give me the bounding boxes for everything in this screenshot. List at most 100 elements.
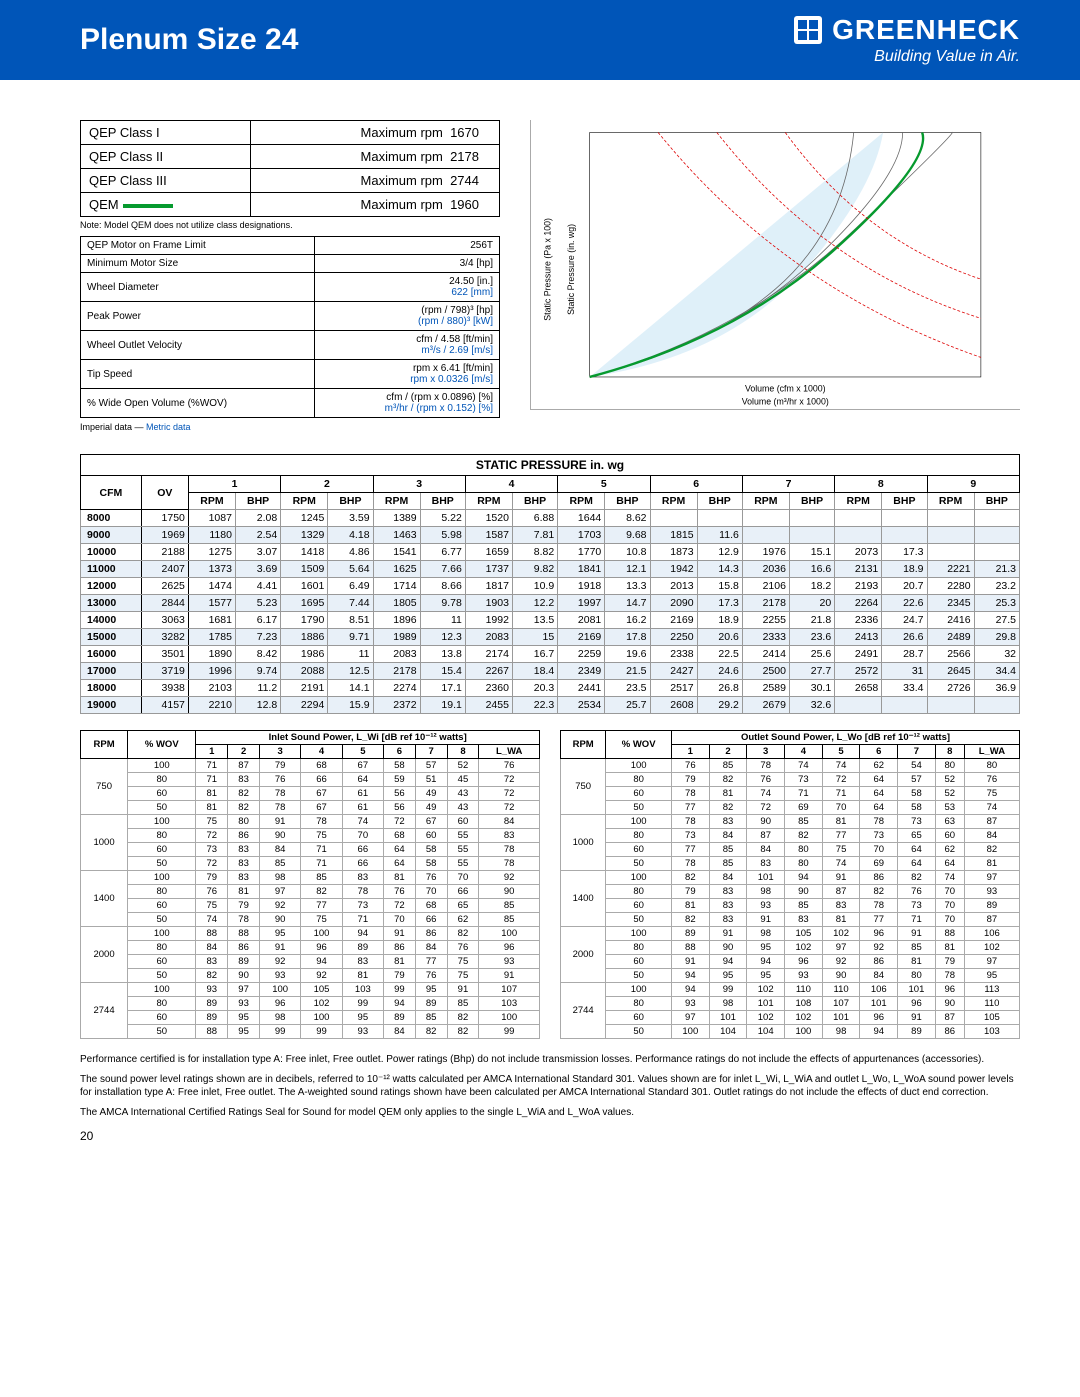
sound-cell: 91 [447,983,479,997]
rpm-cell: 1681 [188,612,235,629]
sound-cell: 108 [785,997,823,1011]
sound-cell: 60 [128,1011,196,1025]
bhp-cell: 15.8 [697,578,742,595]
sound-cell: 78 [228,913,260,927]
rpm-cell: 2081 [558,612,605,629]
sound-cell: 80 [606,773,672,787]
sound-cell: 95 [964,969,1019,983]
bhp-cell: 13.5 [512,612,557,629]
sound-cell: 82 [964,843,1019,857]
rpm-cell: 1703 [558,527,605,544]
sound-cell: 80 [128,941,196,955]
sound-cell: 76 [384,885,416,899]
rpm-cell: 2178 [742,595,789,612]
bhp-cell: 13.3 [605,578,650,595]
rpm-cell: 2455 [465,697,512,714]
sound-cell: 70 [935,885,964,899]
sound-cell: 69 [785,801,823,815]
bhp-cell: 8.51 [328,612,373,629]
sound-cell: 87 [747,829,785,843]
spec-value: 24.50 [in.]622 [mm] [314,273,499,302]
sound-cell: 50 [128,801,196,815]
sound-cell: 83 [342,955,383,969]
sound-cell: 87 [935,1011,964,1025]
ov-cell: 3719 [141,663,188,680]
static-pressure-title: STATIC PRESSURE in. wg [80,454,1020,475]
sound-cell: 82 [447,1025,479,1039]
rpm-cell: 1896 [373,612,420,629]
sound-cell: 89 [342,941,383,955]
bhp-cell: 5.23 [235,595,280,612]
sound-cell: 70 [342,829,383,843]
sound-cell: 82 [228,801,260,815]
sound-cell: 74 [935,871,964,885]
rpm-cell: 2372 [373,697,420,714]
sound-cell: 73 [898,899,936,913]
sound-cell: 82 [898,871,936,885]
sound-cell: 93 [671,997,709,1011]
rpm-cell: 1992 [465,612,512,629]
sound-cell: 67 [301,787,342,801]
sound-cell: 95 [709,969,747,983]
sound-cell: 84 [415,941,447,955]
sound-cell: 91 [747,913,785,927]
bhp-cell: 4.18 [328,527,373,544]
sound-cell: 97 [964,955,1019,969]
sound-cell: 85 [301,871,342,885]
sound-cell: 82 [860,885,898,899]
bhp-cell: 5.22 [420,510,465,527]
rpm-cell: 2416 [927,612,974,629]
sound-cell: 83 [196,955,228,969]
sound-cell: 110 [822,983,860,997]
sound-cell: 45 [447,773,479,787]
bhp-cell: 3.69 [235,561,280,578]
sound-cell: 95 [259,927,300,941]
sound-cell: 83 [709,913,747,927]
sound-cell: 72 [196,829,228,843]
bhp-cell: 23.5 [605,680,650,697]
sound-cell: 106 [964,927,1019,941]
spec-value: cfm / (rpm x 0.0896) [%]m³/hr / (rpm x 0… [314,389,499,418]
rpm-cell: 1087 [188,510,235,527]
cfm-cell: 18000 [81,680,142,697]
sound-cell: 60 [128,955,196,969]
sound-cell: 94 [384,997,416,1011]
sound-cell: 85 [709,759,747,773]
sound-cell: 60 [415,829,447,843]
sound-cell: 50 [606,1025,672,1039]
bhp-cell: 7.81 [512,527,557,544]
sound-cell: 69 [860,857,898,871]
sound-cell: 81 [709,787,747,801]
rpm-cell: 1418 [281,544,328,561]
rpm-cell: 1373 [188,561,235,578]
rpm-cell: 1541 [373,544,420,561]
sound-cell: 97 [228,983,260,997]
rpm-cell: 2414 [742,646,789,663]
spec-value: 3/4 [hp] [314,255,499,273]
bhp-cell: 12.8 [235,697,280,714]
bhp-cell: 3.59 [328,510,373,527]
sound-cell: 90 [479,885,540,899]
sound-cell: 101 [822,1011,860,1025]
sound-cell: 104 [709,1025,747,1039]
sound-cell: 94 [301,955,342,969]
sound-cell: 72 [479,787,540,801]
rpm-cell: 1601 [281,578,328,595]
rpm-cell: 2106 [742,578,789,595]
sound-cell: 96 [301,941,342,955]
sound-cell: 90 [935,997,964,1011]
sound-cell: 101 [898,983,936,997]
performance-table: CFMOV123456789RPMBHPRPMBHPRPMBHPRPMBHPRP… [80,475,1020,714]
sound-cell: 84 [964,829,1019,843]
sound-cell: 100 [606,927,672,941]
rpm-cell: 2169 [558,629,605,646]
sound-cell: 98 [747,927,785,941]
sound-cell: 80 [128,829,196,843]
sound-cell: 70 [935,913,964,927]
sound-cell: 71 [196,773,228,787]
sound-cell: 90 [785,885,823,899]
bhp-cell: 11.6 [697,527,742,544]
sound-cell: 73 [785,773,823,787]
rpm-cell: 2013 [650,578,697,595]
sound-cell: 98 [822,1025,860,1039]
